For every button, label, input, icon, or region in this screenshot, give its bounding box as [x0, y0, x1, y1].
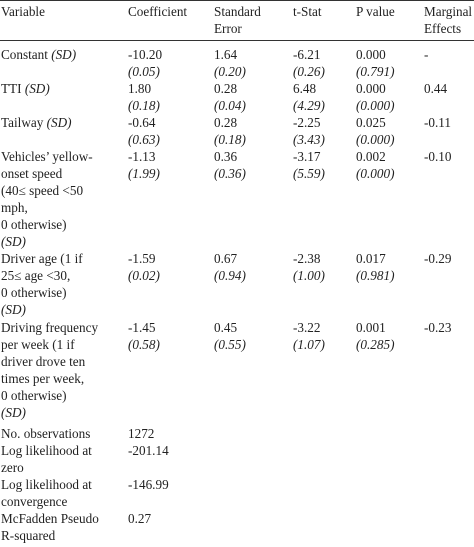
coef-sd: (0.63): [128, 132, 160, 147]
t-sd: (1.07): [293, 337, 325, 352]
coef-value: -1.59: [128, 251, 156, 266]
se-sd: (0.18): [214, 132, 246, 147]
stat-label: McFadden Pseudo R-squared: [1, 511, 99, 543]
header-t-stat: t-Stat: [293, 4, 322, 19]
coef-value: -1.45: [128, 320, 156, 335]
row-variable: Constant (SD): [1, 47, 77, 62]
p-sd: (0.981): [356, 268, 395, 283]
p-value: 0.001: [356, 320, 386, 335]
coef-value: 1.80: [128, 81, 152, 96]
p-value: 0.000: [356, 47, 386, 62]
se-value: 0.28: [214, 115, 238, 130]
marginal-value: 0.44: [424, 81, 448, 96]
se-value: 0.45: [214, 320, 238, 335]
coef-sd: (0.58): [128, 337, 160, 352]
se-value: 0.67: [214, 251, 238, 266]
p-sd: (0.000): [356, 98, 395, 113]
t-value: -3.17: [293, 149, 321, 164]
p-sd: (0.285): [356, 337, 395, 352]
row-variable: Driver age (1 if 25≤ age <30, 0 otherwis…: [1, 251, 83, 317]
header-marginal-effects: Marginal Effects: [424, 4, 473, 36]
header-coefficient: Coefficient: [128, 4, 188, 19]
se-value: 1.64: [214, 47, 238, 62]
coef-value: -1.13: [128, 149, 156, 164]
stat-value: 1272: [128, 426, 155, 441]
t-value: -2.25: [293, 115, 321, 130]
top-rule: [0, 0, 474, 1]
se-sd: (0.20): [214, 64, 246, 79]
row-variable: TTI (SD): [1, 81, 50, 96]
header-rule: [0, 40, 474, 41]
coef-sd: (0.18): [128, 98, 160, 113]
t-sd: (1.00): [293, 268, 325, 283]
p-value: 0.017: [356, 251, 386, 266]
t-sd: (0.26): [293, 64, 325, 79]
marginal-value: -: [424, 47, 429, 62]
se-sd: (0.36): [214, 166, 246, 181]
t-value: -2.38: [293, 251, 321, 266]
stat-label: No. observations: [1, 426, 91, 441]
p-sd: (0.000): [356, 166, 395, 181]
stat-value: -146.99: [128, 477, 169, 492]
stat-value: 0.27: [128, 511, 152, 526]
row-variable: Tailway (SD): [1, 115, 72, 130]
marginal-value: -0.29: [424, 251, 452, 266]
se-value: 0.36: [214, 149, 238, 164]
p-sd: (0.000): [356, 132, 395, 147]
t-value: 6.48: [293, 81, 317, 96]
stat-value: -201.14: [128, 443, 169, 458]
se-sd: (0.94): [214, 268, 246, 283]
t-sd: (3.43): [293, 132, 325, 147]
stat-label: Log likelihood at zero: [1, 443, 92, 475]
row-variable: Driving frequency per week (1 if driver …: [1, 320, 99, 420]
p-value: 0.002: [356, 149, 386, 164]
se-value: 0.28: [214, 81, 238, 96]
marginal-value: -0.10: [424, 149, 452, 164]
header-standard-error: Standard Error: [214, 4, 261, 36]
t-value: -6.21: [293, 47, 321, 62]
p-value: 0.000: [356, 81, 386, 96]
coef-sd: (1.99): [128, 166, 160, 181]
se-sd: (0.55): [214, 337, 246, 352]
marginal-value: -0.23: [424, 320, 452, 335]
header-variable: Variable: [1, 4, 45, 19]
p-value: 0.025: [356, 115, 386, 130]
row-variable: Vehicles’ yellow- onset speed (40≤ speed…: [1, 149, 93, 249]
stat-label: Log likelihood at convergence: [1, 477, 92, 509]
marginal-value: -0.11: [424, 115, 451, 130]
se-sd: (0.04): [214, 98, 246, 113]
coef-sd: (0.05): [128, 64, 160, 79]
coef-value: -0.64: [128, 115, 156, 130]
coef-value: -10.20: [128, 47, 163, 62]
t-sd: (5.59): [293, 166, 325, 181]
t-value: -3.22: [293, 320, 321, 335]
header-p-value: P value: [356, 4, 395, 19]
t-sd: (4.29): [293, 98, 325, 113]
p-sd: (0.791): [356, 64, 395, 79]
coef-sd: (0.02): [128, 268, 160, 283]
